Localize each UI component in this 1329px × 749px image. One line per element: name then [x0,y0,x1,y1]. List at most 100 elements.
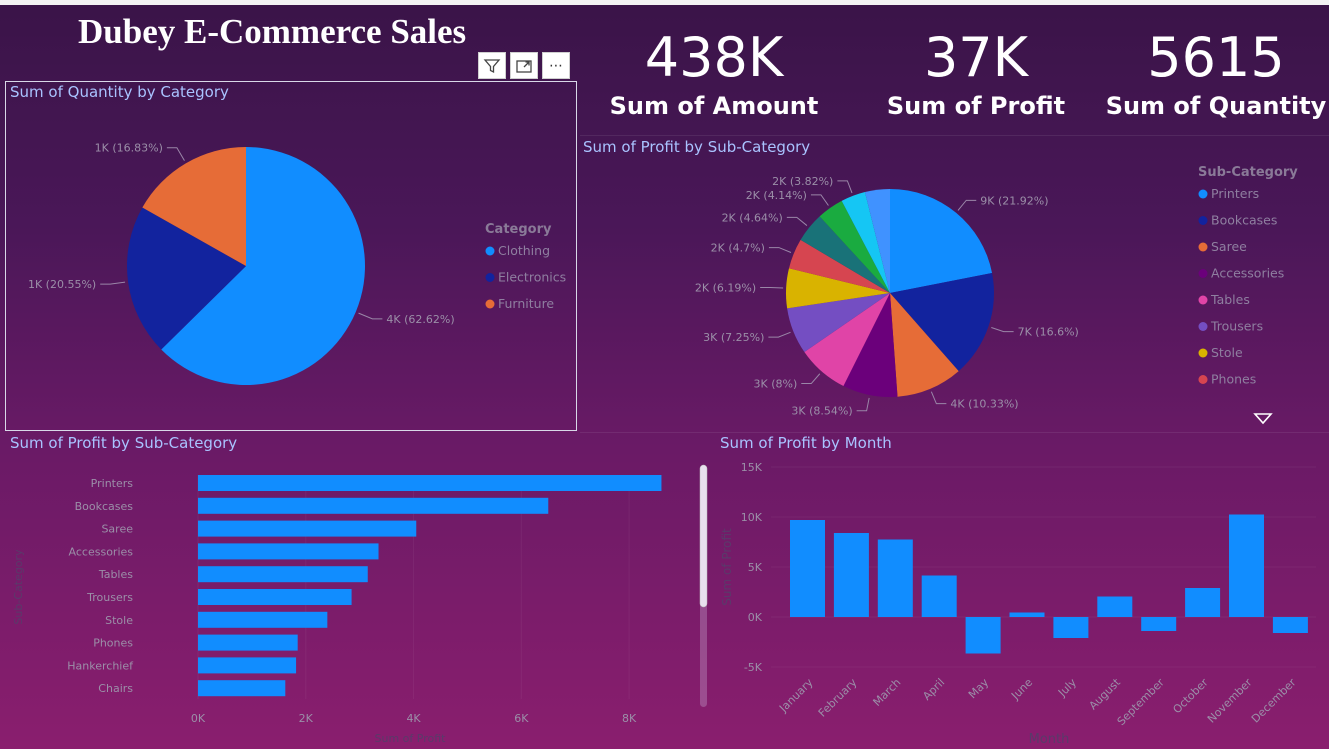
pie-slice[interactable] [890,272,994,372]
pie-leader-line [930,391,947,405]
pie-slice[interactable] [161,147,365,385]
kpi-amount: 438K Sum of Amount [584,26,844,122]
x-tick-label: February [816,676,860,720]
pie-slice[interactable] [843,293,898,397]
bar[interactable] [790,520,825,617]
y-tick-label: 10K [741,511,763,524]
month-bar-title: Sum of Profit by Month [720,434,892,452]
pie-leader-line [768,247,792,253]
bar[interactable] [198,475,662,491]
scrollbar-thumb[interactable] [699,464,708,608]
legend-marker [485,273,495,282]
more-options-button[interactable]: ⋯ [542,52,570,79]
legend-entry[interactable]: Phones [1211,372,1256,387]
legend-entry[interactable]: Printers [1211,186,1259,201]
pie-slice[interactable] [864,189,890,293]
quantity-category-panel[interactable] [5,81,577,431]
legend-marker [1198,295,1208,305]
pie-slice[interactable] [787,293,890,353]
pie-data-label: 3K (8.54%) [791,405,852,418]
legend-entry[interactable]: Tables [1210,292,1250,307]
legend-entry[interactable]: Stole [1211,345,1243,360]
pie-slice[interactable] [142,147,246,266]
y-tick-label: Chairs [98,682,133,695]
pie-slice[interactable] [804,293,890,386]
subcat-bar-chart: 0K 2K 4K 6K 8K Printers Bookcases Saree Accessor… [12,464,708,745]
x-tick-label: March [871,676,904,709]
kpi-profit-value: 37K [923,26,1029,89]
bar[interactable] [198,611,328,628]
bar[interactable] [1272,617,1308,633]
legend-entry[interactable]: Clothing [498,243,550,258]
bar[interactable] [198,520,417,537]
pie-slice[interactable] [841,192,890,293]
x-tick-label: November [1205,676,1255,726]
bar[interactable] [921,575,957,618]
pie-slice[interactable] [786,268,890,309]
pie-data-label: 2K (6.19%) [695,281,756,294]
kpi-quantity-value: 5615 [1147,26,1285,89]
x-tick-label: January [776,676,816,716]
x-tick-label: August [1087,675,1124,712]
legend-entry[interactable]: Accessories [1211,266,1284,281]
pie-data-label: 1K (20.55%) [28,278,96,291]
legend-entry[interactable]: Trousers [1210,319,1263,334]
bar[interactable] [198,497,549,514]
bar[interactable] [198,589,352,605]
kpi-amount-label: Sum of Amount [609,92,819,120]
bar[interactable] [1185,588,1221,617]
subcat-pie-title: Sum of Profit by Sub-Category [583,138,811,156]
y-tick-label: 0K [748,611,763,624]
filter-button[interactable] [478,52,506,79]
bar[interactable] [1009,612,1045,618]
legend-marker [1198,242,1208,252]
month-bar-chart: 15K 10K 5K 0K -5K January February March April Ma… [720,461,1316,747]
legend-marker [1198,269,1208,278]
x-axis-title: Sum of Profit [375,732,447,745]
bar[interactable] [1097,596,1133,618]
focus-mode-button[interactable] [510,52,538,79]
legend-entry[interactable]: Furniture [498,296,554,311]
bar[interactable] [1141,617,1177,631]
y-tick-label: -5K [744,661,763,674]
kpi-amount-value: 438K [644,26,784,89]
bar[interactable] [198,543,379,560]
pie-slice[interactable] [788,239,890,293]
bar[interactable] [1053,617,1089,638]
pie-slice[interactable] [126,207,246,350]
y-tick-label: 15K [741,461,763,474]
bar[interactable] [1229,514,1264,618]
legend-entry[interactable]: Electronics [498,270,566,285]
pie-slice[interactable] [819,200,890,293]
legend-entry[interactable]: Saree [1211,239,1247,254]
pie-slice[interactable] [890,189,993,293]
legend-marker [485,246,495,256]
bar[interactable] [198,657,297,674]
x-tick-label: April [920,676,947,703]
bar[interactable] [965,617,1001,654]
x-axis-title: Month [1029,732,1070,747]
pie-leader-line [166,147,185,161]
bar[interactable] [198,634,298,651]
subcat-pie-chart: 9K (21.92%) 7K (16.6%) 4K (10.33%) 3K (8.54… [695,165,1298,418]
pie-slice[interactable] [800,216,890,293]
pie-data-label: 3K (8%) [754,378,798,391]
pie-leader-line [786,216,808,226]
bar[interactable] [833,533,869,617]
y-tick-label: Phones [93,637,133,650]
legend-entry[interactable]: Bookcases [1211,213,1277,228]
pie-data-label: 7K (16.6%) [1018,326,1079,339]
x-tick-label: 6K [514,712,529,725]
legend-marker [1198,189,1208,199]
bar[interactable] [198,566,368,583]
legend-scroll-down-icon[interactable] [1253,412,1273,426]
bar[interactable] [198,680,286,697]
x-tick-label: September [1115,676,1168,729]
bar[interactable] [877,539,913,618]
kpi-profit-label: Sum of Profit [886,92,1066,120]
pie-leader-line [358,312,383,320]
pie-slice[interactable] [890,293,959,397]
kpi-profit: 37K Sum of Profit [846,26,1106,122]
y-tick-label: Accessories [69,545,134,558]
filter-icon [483,58,501,73]
